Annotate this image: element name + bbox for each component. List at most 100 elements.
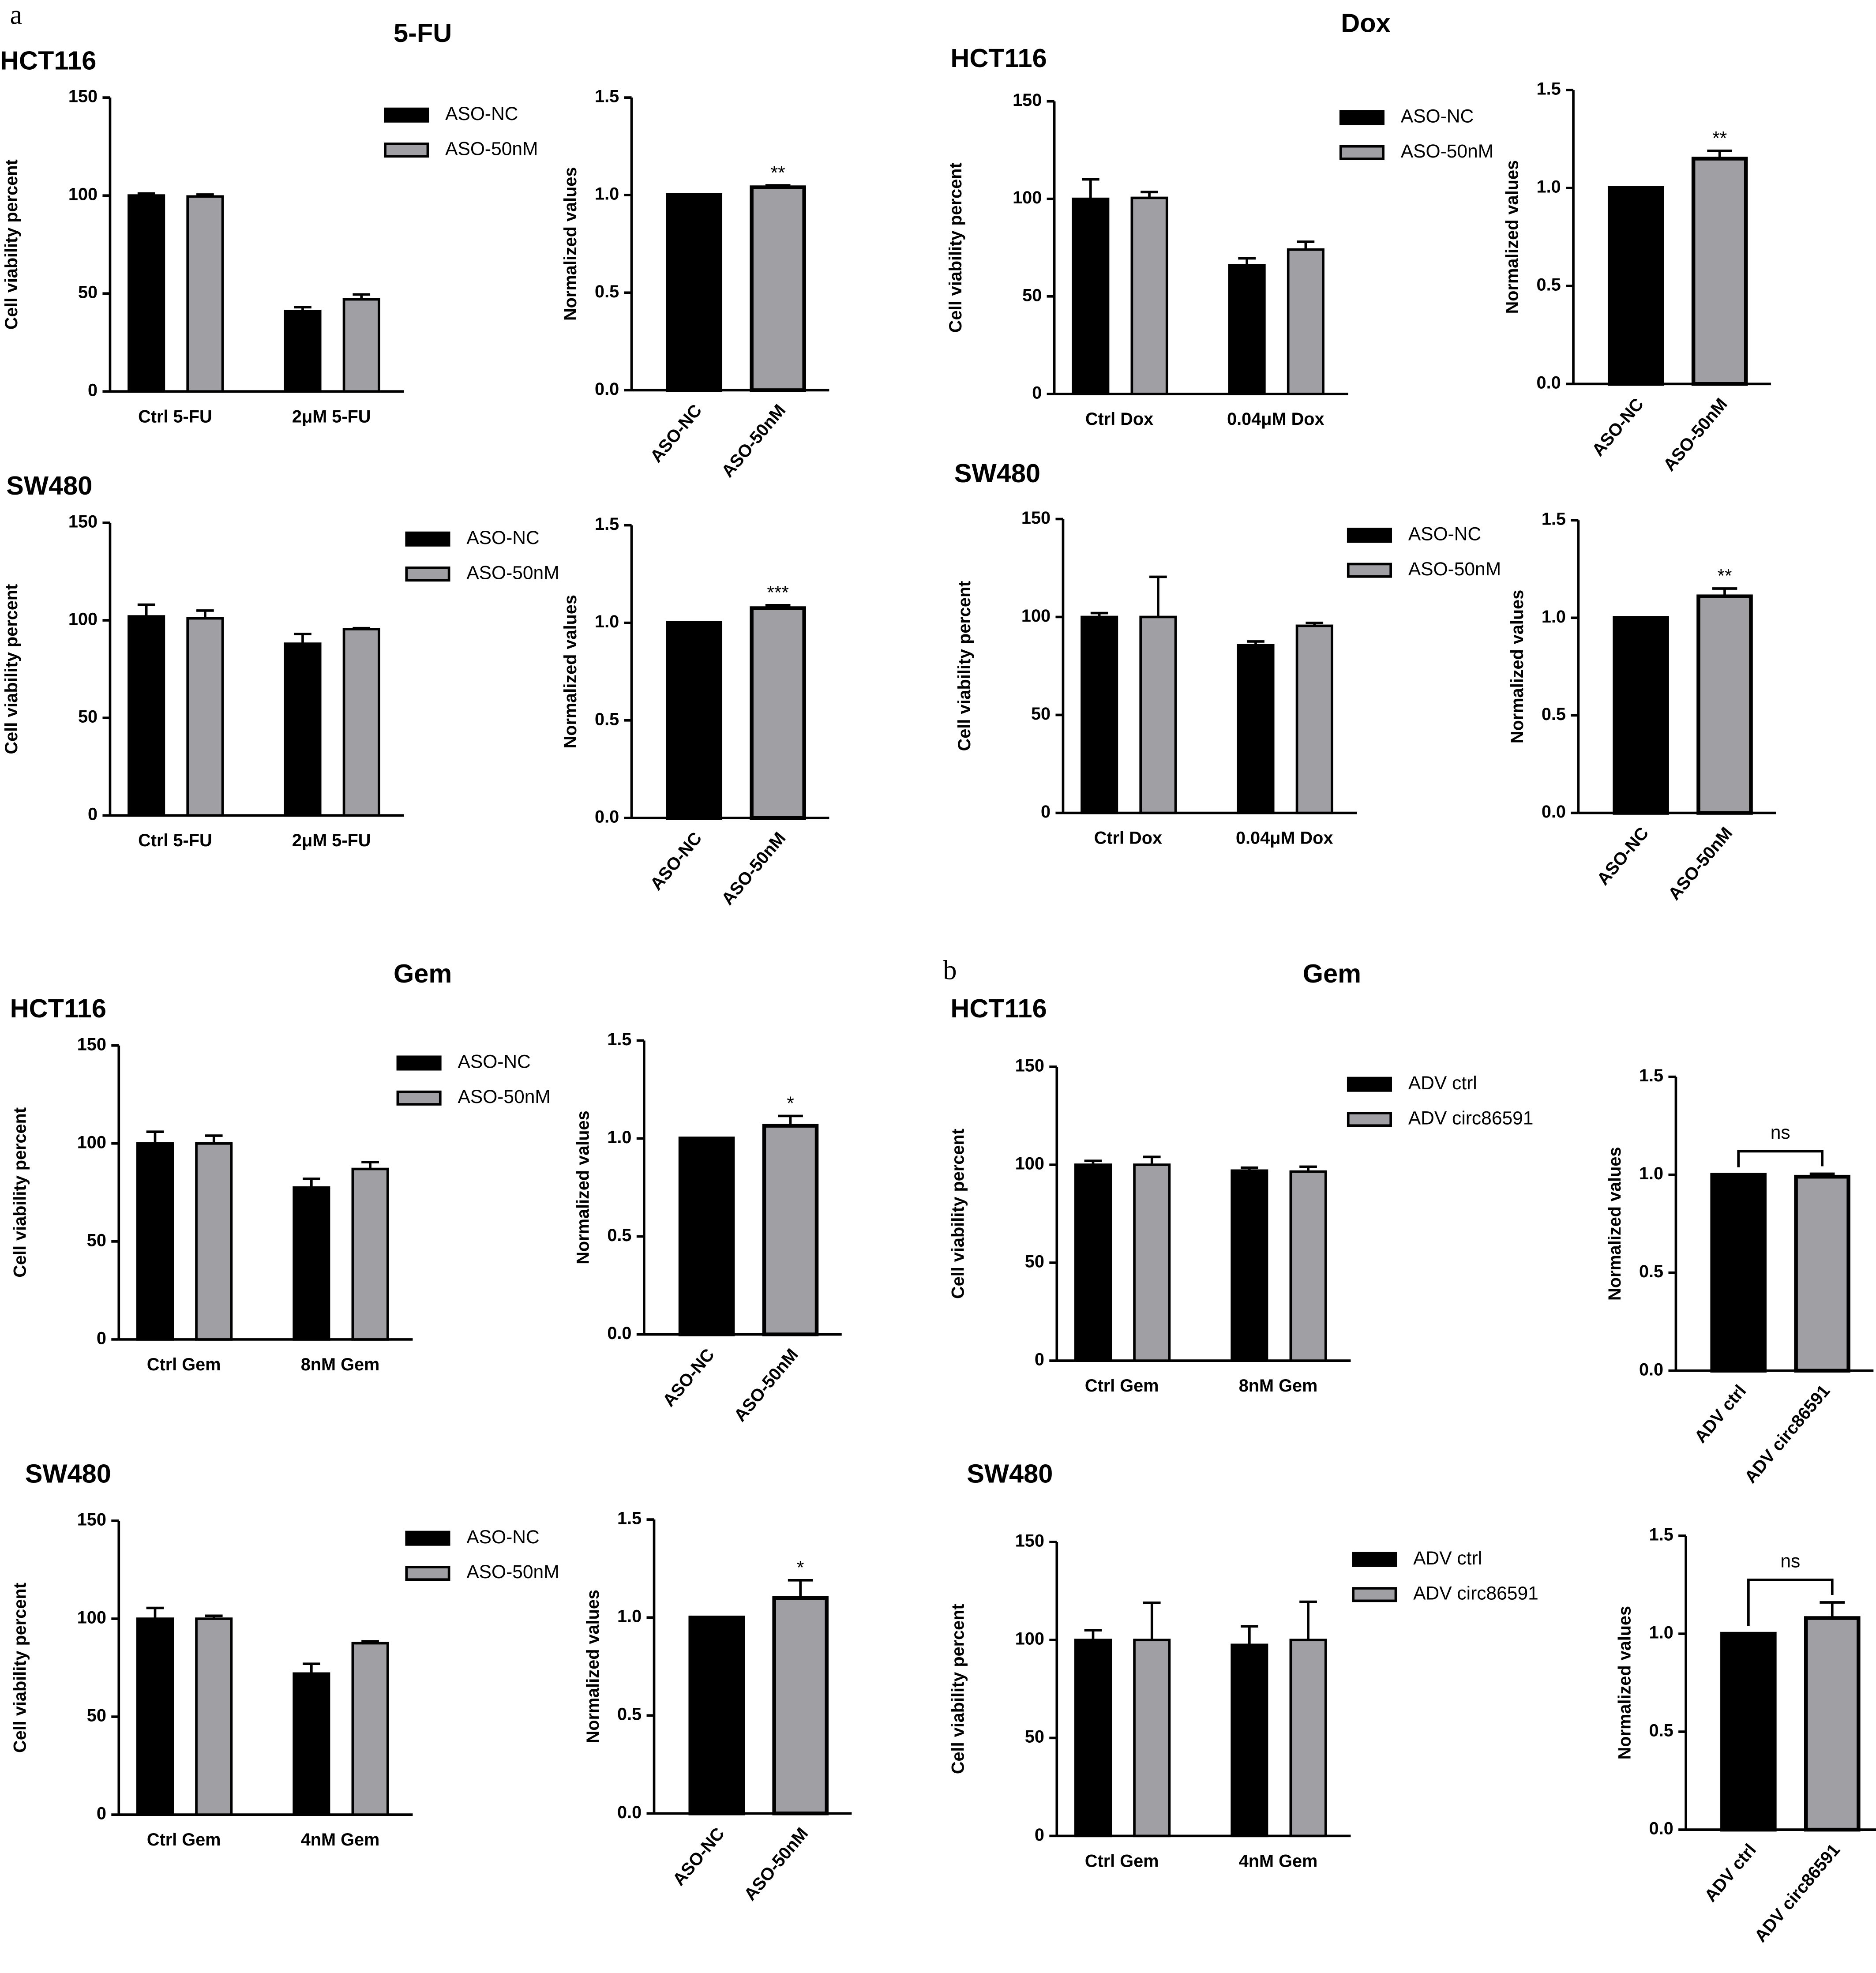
y-axis-label: Normalized values [561, 167, 580, 321]
y-tick-label: 1.0 [1639, 1164, 1663, 1183]
section-title: Dox [1341, 8, 1390, 38]
bar [195, 1617, 233, 1816]
y-tick-label: 1.5 [1649, 1525, 1673, 1544]
y-tick-label: 0.5 [595, 282, 619, 301]
legend-swatch [384, 143, 429, 158]
y-tick-label: 50 [87, 1230, 106, 1250]
y-tick-label: 1.5 [1537, 79, 1561, 99]
y-tick-label: 0.0 [617, 1803, 642, 1822]
y-axis-label: Cell viability percent [949, 1129, 968, 1299]
y-tick-label: 1.5 [1639, 1066, 1663, 1085]
y-tick-label: 50 [1025, 1252, 1044, 1272]
legend-swatch [396, 1055, 442, 1071]
y-tick-label: 150 [1015, 1056, 1044, 1075]
y-tick-label: 0 [88, 805, 98, 824]
bar [195, 1142, 233, 1341]
y-axis-label: Cell viability percent [955, 581, 974, 751]
significance-label: ** [771, 163, 785, 184]
y-tick-label: 100 [68, 185, 98, 204]
panel-label: b [943, 955, 957, 986]
bar [1237, 644, 1275, 814]
bar [678, 1137, 735, 1336]
y-tick-label: 150 [77, 1510, 106, 1529]
x-tick-label: ASO-50nM [718, 829, 790, 909]
legend-swatch [1347, 1112, 1392, 1127]
x-tick-label: Ctrl 5-FU [138, 407, 212, 426]
legend-label: ADV circ86591 [1408, 1108, 1534, 1129]
bar [351, 1642, 389, 1816]
y-tick-label: 50 [1025, 1727, 1044, 1747]
x-tick-label: 2μM 5-FU [292, 831, 371, 850]
significance-bracket [1737, 1150, 1823, 1167]
bar [1607, 186, 1664, 386]
x-tick-label: Ctrl Gem [147, 1355, 221, 1374]
x-tick-label: 8nM Gem [301, 1355, 380, 1374]
significance-label: ** [1717, 566, 1732, 587]
y-tick-label: 1.0 [1537, 177, 1561, 197]
legend-label: ASO-50nM [445, 139, 538, 159]
y-axis-label: Normalized values [583, 1590, 603, 1743]
x-tick-label: ASO-NC [659, 1345, 718, 1410]
x-tick-label: 0.04μM Dox [1236, 829, 1333, 848]
y-tick-label: 150 [1013, 90, 1042, 110]
y-tick-label: 1.0 [595, 612, 619, 631]
y-tick-label: 0.0 [1537, 373, 1561, 393]
x-tick-label: ASO-NC [646, 829, 705, 894]
section-title: Gem [1303, 959, 1361, 988]
x-tick-label: 0.04μM Dox [1227, 409, 1324, 429]
y-tick-label: 0 [97, 1804, 106, 1823]
legend-swatch [1352, 1587, 1397, 1602]
bar [1130, 196, 1168, 395]
y-axis-label: Normalized values [1508, 590, 1527, 743]
bar [293, 1186, 330, 1341]
y-tick-label: 0.5 [1537, 275, 1561, 295]
y-tick-label: 1.5 [595, 514, 619, 534]
y-tick-label: 1.0 [1649, 1623, 1673, 1643]
x-tick-label: Ctrl Gem [1085, 1851, 1159, 1871]
legend-swatch [405, 1566, 450, 1581]
x-tick-label: Ctrl Gem [1085, 1376, 1159, 1395]
y-axis-label: Normalized values [573, 1110, 593, 1264]
panel-label: a [10, 0, 23, 30]
x-tick-label: ASO-50nM [1659, 394, 1731, 475]
x-tick-label: 4nM Gem [1239, 1851, 1318, 1871]
bar [1720, 1632, 1777, 1832]
chart-title: HCT116 [950, 43, 1047, 73]
y-tick-label: 150 [77, 1035, 106, 1054]
y-tick-label: 1.0 [607, 1128, 631, 1147]
bar [128, 194, 165, 393]
bar [1710, 1173, 1767, 1373]
bar [1691, 157, 1748, 386]
legend-swatch [1347, 528, 1392, 543]
bar [1287, 248, 1324, 395]
bar [1081, 615, 1118, 814]
legend-swatch [1347, 563, 1392, 578]
legend-swatch [405, 531, 450, 547]
significance-label: * [787, 1093, 794, 1114]
bar [351, 1167, 389, 1341]
significance-label: ** [1712, 128, 1727, 149]
bar [1794, 1174, 1850, 1373]
y-axis-label: Cell viability percent [2, 159, 21, 330]
y-tick-label: 0 [88, 381, 98, 400]
y-tick-label: 0 [1032, 383, 1042, 402]
x-tick-label: ASO-50nM [730, 1345, 802, 1425]
y-tick-label: 1.5 [607, 1030, 631, 1049]
y-tick-label: 100 [1021, 606, 1051, 626]
bar [128, 615, 165, 817]
chart-title: SW480 [25, 1459, 111, 1489]
y-axis-label: Normalized values [1605, 1147, 1625, 1301]
y-tick-label: 50 [78, 283, 98, 302]
y-axis-label: Cell viability percent [949, 1604, 968, 1774]
chart-title: HCT116 [950, 994, 1047, 1023]
y-axis-label: Cell viability percent [2, 584, 21, 754]
y-tick-label: 0.5 [617, 1705, 642, 1724]
bar [750, 606, 806, 820]
y-tick-label: 150 [1015, 1531, 1044, 1551]
legend-label: ASO-50nM [1401, 141, 1493, 162]
y-tick-label: 0.0 [1649, 1819, 1673, 1838]
legend-swatch [396, 1090, 442, 1106]
chart-title: SW480 [6, 471, 92, 500]
